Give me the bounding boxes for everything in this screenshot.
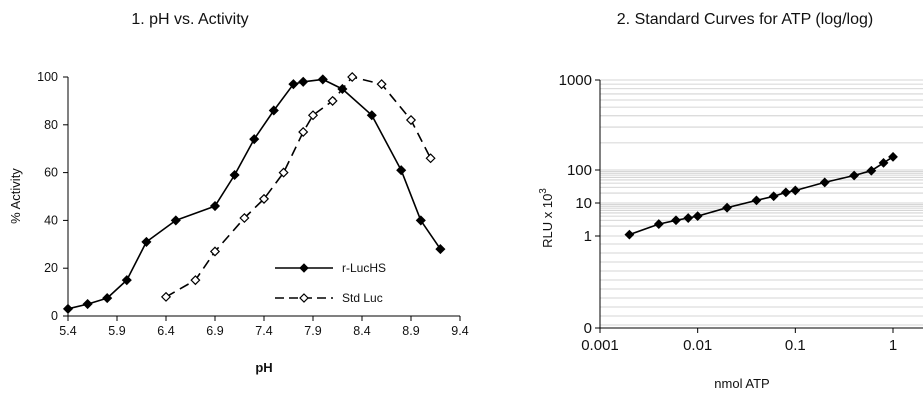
chart1-y-tick-label: 0 — [51, 309, 58, 323]
chart1-point-std-luc — [327, 95, 338, 106]
chart2-x-tick-label: 1 — [889, 337, 897, 354]
chart1-point-r-luchs — [317, 74, 328, 85]
chart2-y-tick-label: 0 — [584, 320, 592, 337]
chart2-point — [888, 151, 898, 162]
chart-atp-standard-curve: 2. Standard Curves for ATP (log/log) 0.0… — [538, 11, 923, 391]
chart2-series — [624, 151, 898, 240]
chart1-x-tick-label: 8.9 — [402, 324, 419, 338]
chart2-point — [624, 229, 635, 240]
chart1-point-r-luchs — [170, 215, 181, 226]
legend-marker-r-LucHS — [299, 263, 309, 273]
chart2-point — [683, 213, 694, 223]
chart2-x-tick-label: 0.001 — [581, 337, 619, 354]
chart1-point-std-luc — [298, 126, 309, 138]
chart1-x-tick-label: 6.9 — [206, 324, 223, 338]
chart2-y-axis-label: RLU x 103 — [538, 188, 555, 248]
chart2-y-tick-label: 100 — [567, 162, 592, 179]
chart1-x-ticks: 5.4 5.9 6.4 6.9 7.4 7.9 8.4 8.9 9.4 — [59, 316, 469, 338]
chart1-point-r-luchs — [209, 201, 221, 212]
chart2-y-ticks: 0 1 10 100 1000 — [559, 72, 600, 337]
chart1-title: 1. pH vs. Activity — [131, 11, 248, 28]
chart2-point — [849, 170, 860, 181]
legend-label-std-luc: Std Luc — [342, 291, 383, 305]
chart1-point-r-luchs — [229, 169, 240, 181]
chart1-point-r-luchs — [82, 299, 93, 310]
chart1-series — [62, 71, 446, 314]
legend-item-std-luc: Std Luc — [275, 291, 383, 305]
chart1-point-r-luchs — [298, 76, 309, 87]
chart2-point — [671, 215, 681, 226]
chart-ph-activity: 1. pH vs. Activity 5.4 5.9 6.4 6.9 7.4 7.9 8.4… — [8, 11, 469, 375]
chart1-point-std-luc — [258, 193, 270, 204]
chart2-point — [692, 211, 703, 222]
chart1-point-r-luchs — [396, 165, 407, 176]
chart1-point-r-luchs — [62, 303, 74, 314]
chart1-x-tick-label: 7.4 — [255, 324, 272, 338]
chart2-point — [866, 165, 877, 176]
chart2-y-axis-label-exponent: 3 — [538, 188, 549, 194]
chart1-x-tick-label: 6.4 — [157, 324, 174, 338]
chart2-gridlines — [600, 79, 923, 329]
chart1-point-r-luchs — [366, 110, 377, 121]
chart1-point-std-luc — [160, 291, 172, 302]
chart1-x-tick-label: 9.4 — [451, 324, 468, 338]
chart1-point-r-luchs — [435, 244, 446, 255]
chart1-point-std-luc — [405, 114, 417, 126]
chart2-point — [653, 219, 664, 229]
chart1-y-tick-label: 60 — [44, 166, 58, 180]
chart1-point-r-luchs — [141, 236, 152, 247]
chart1-y-axis-label: % Activity — [8, 168, 23, 224]
chart2-x-tick-label: 0.1 — [785, 337, 806, 354]
chart1-point-std-luc — [307, 110, 319, 121]
chart1-point-std-luc — [209, 246, 221, 257]
chart1-point-std-luc — [425, 153, 436, 164]
chart2-point — [751, 195, 762, 206]
chart1-x-tick-label: 7.9 — [304, 324, 321, 338]
chart1-legend: r-LucHS Std Luc — [275, 261, 386, 305]
chart2-point — [768, 191, 779, 202]
legend-item-r-LucHS: r-LucHS — [275, 261, 386, 275]
chart1-y-tick-label: 40 — [44, 213, 58, 227]
chart2-point — [722, 202, 732, 213]
chart1-point-r-luchs — [268, 105, 279, 116]
chart1-y-tick-label: 20 — [44, 261, 58, 275]
chart1-point-std-luc — [347, 71, 358, 83]
chart1-point-std-luc — [239, 212, 250, 224]
chart1-point-r-luchs — [102, 293, 113, 304]
chart1-series-line-std-luc — [165, 76, 432, 298]
chart2-point — [878, 157, 889, 168]
chart2-point — [790, 185, 801, 196]
chart1-y-ticks: 0 20 40 60 80 100 — [37, 70, 68, 323]
chart1-point-std-luc — [190, 275, 201, 286]
chart2-title: 2. Standard Curves for ATP (log/log) — [617, 11, 873, 28]
chart2-x-tick-label: 0.01 — [683, 337, 712, 354]
chart1-x-tick-label: 8.4 — [353, 324, 370, 338]
chart1-point-r-luchs — [249, 134, 260, 145]
chart1-point-std-luc — [278, 167, 289, 178]
chart2-y-tick-label: 1000 — [559, 72, 592, 89]
chart1-series-line-r-luchs — [67, 78, 442, 310]
chart1-x-tick-label: 5.9 — [108, 324, 125, 338]
chart1-point-r-luchs — [288, 79, 299, 90]
legend-label-r-LucHS: r-LucHS — [342, 261, 386, 275]
chart2-x-ticks: 0.001 0.01 0.1 1 — [581, 328, 897, 354]
chart2-y-axis-label-base: RLU x 10 — [540, 194, 555, 248]
chart2-series-line — [629, 156, 894, 236]
chart2-x-axis-label: nmol ATP — [714, 376, 769, 391]
chart2-y-axis-label-group: RLU x 103 — [538, 188, 555, 248]
legend-marker-std-luc — [299, 293, 309, 303]
chart2-y-tick-label: 1 — [584, 228, 592, 245]
chart1-point-r-luchs — [415, 215, 426, 226]
chart1-point-r-luchs — [121, 275, 132, 286]
chart1-point-std-luc — [376, 79, 387, 90]
chart1-x-axis-label: pH — [255, 360, 272, 375]
chart1-y-tick-label: 80 — [44, 118, 58, 132]
chart2-point — [819, 177, 830, 188]
chart2-y-tick-label: 10 — [575, 195, 592, 212]
chart1-x-tick-label: 5.4 — [59, 324, 76, 338]
chart1-y-tick-label: 100 — [37, 70, 58, 84]
chart2-point — [780, 187, 791, 198]
